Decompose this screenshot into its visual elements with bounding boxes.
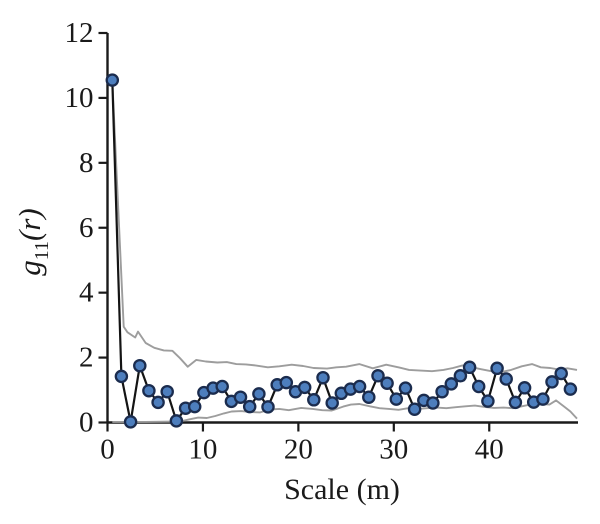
data-point (554, 366, 568, 381)
y-tick-label: 8 (79, 147, 94, 179)
data-point (352, 379, 367, 394)
data-point (508, 395, 523, 410)
data-point (371, 369, 385, 383)
y-axis-title: g11(r) (12, 208, 53, 275)
data-point (481, 394, 495, 408)
data-point (426, 396, 440, 410)
data-point (242, 399, 257, 414)
data-point (279, 375, 294, 390)
x-tick-label: 20 (284, 434, 313, 466)
data-point (233, 390, 248, 404)
data-point (105, 73, 120, 87)
data-point (563, 382, 578, 396)
data-point (435, 384, 449, 399)
data-point (316, 370, 330, 385)
data-point (462, 360, 477, 375)
data-point (490, 361, 504, 376)
data-point (444, 377, 459, 391)
x-tick-label: 30 (379, 434, 408, 466)
y-tick-label: 4 (79, 277, 94, 309)
data-point (307, 393, 321, 407)
x-tick-label: 10 (188, 434, 217, 466)
data-point (133, 358, 147, 373)
data-point (123, 415, 138, 429)
data-point (536, 392, 550, 406)
data-point (362, 390, 376, 404)
data-point (389, 392, 404, 406)
data-point (398, 381, 413, 395)
y-tick-label: 10 (65, 82, 94, 114)
upper-envelope-line (111, 80, 578, 374)
data-point (407, 402, 422, 416)
data-point (297, 380, 312, 395)
x-tick-label: 40 (475, 434, 504, 466)
data-point (114, 369, 129, 384)
data-point (252, 387, 266, 401)
data-point (545, 375, 559, 389)
data-point (380, 376, 394, 390)
data-point (142, 383, 156, 398)
x-tick-label: 0 (100, 434, 115, 466)
data-point (169, 414, 184, 428)
data-point (499, 372, 513, 386)
y-tick-label: 6 (79, 212, 94, 244)
data-point (261, 400, 275, 414)
data-point (471, 379, 486, 394)
y-tick-label: 2 (79, 342, 94, 374)
data-point (160, 384, 174, 399)
data-point (187, 399, 202, 414)
data-point (325, 396, 339, 410)
y-tick-label: 0 (79, 407, 94, 439)
x-axis-title: Scale (m) (284, 473, 400, 506)
y-tick-label: 12 (65, 17, 94, 49)
data-point (453, 369, 468, 383)
data-point (151, 395, 165, 410)
data-point (517, 381, 532, 395)
data-point (215, 379, 229, 394)
